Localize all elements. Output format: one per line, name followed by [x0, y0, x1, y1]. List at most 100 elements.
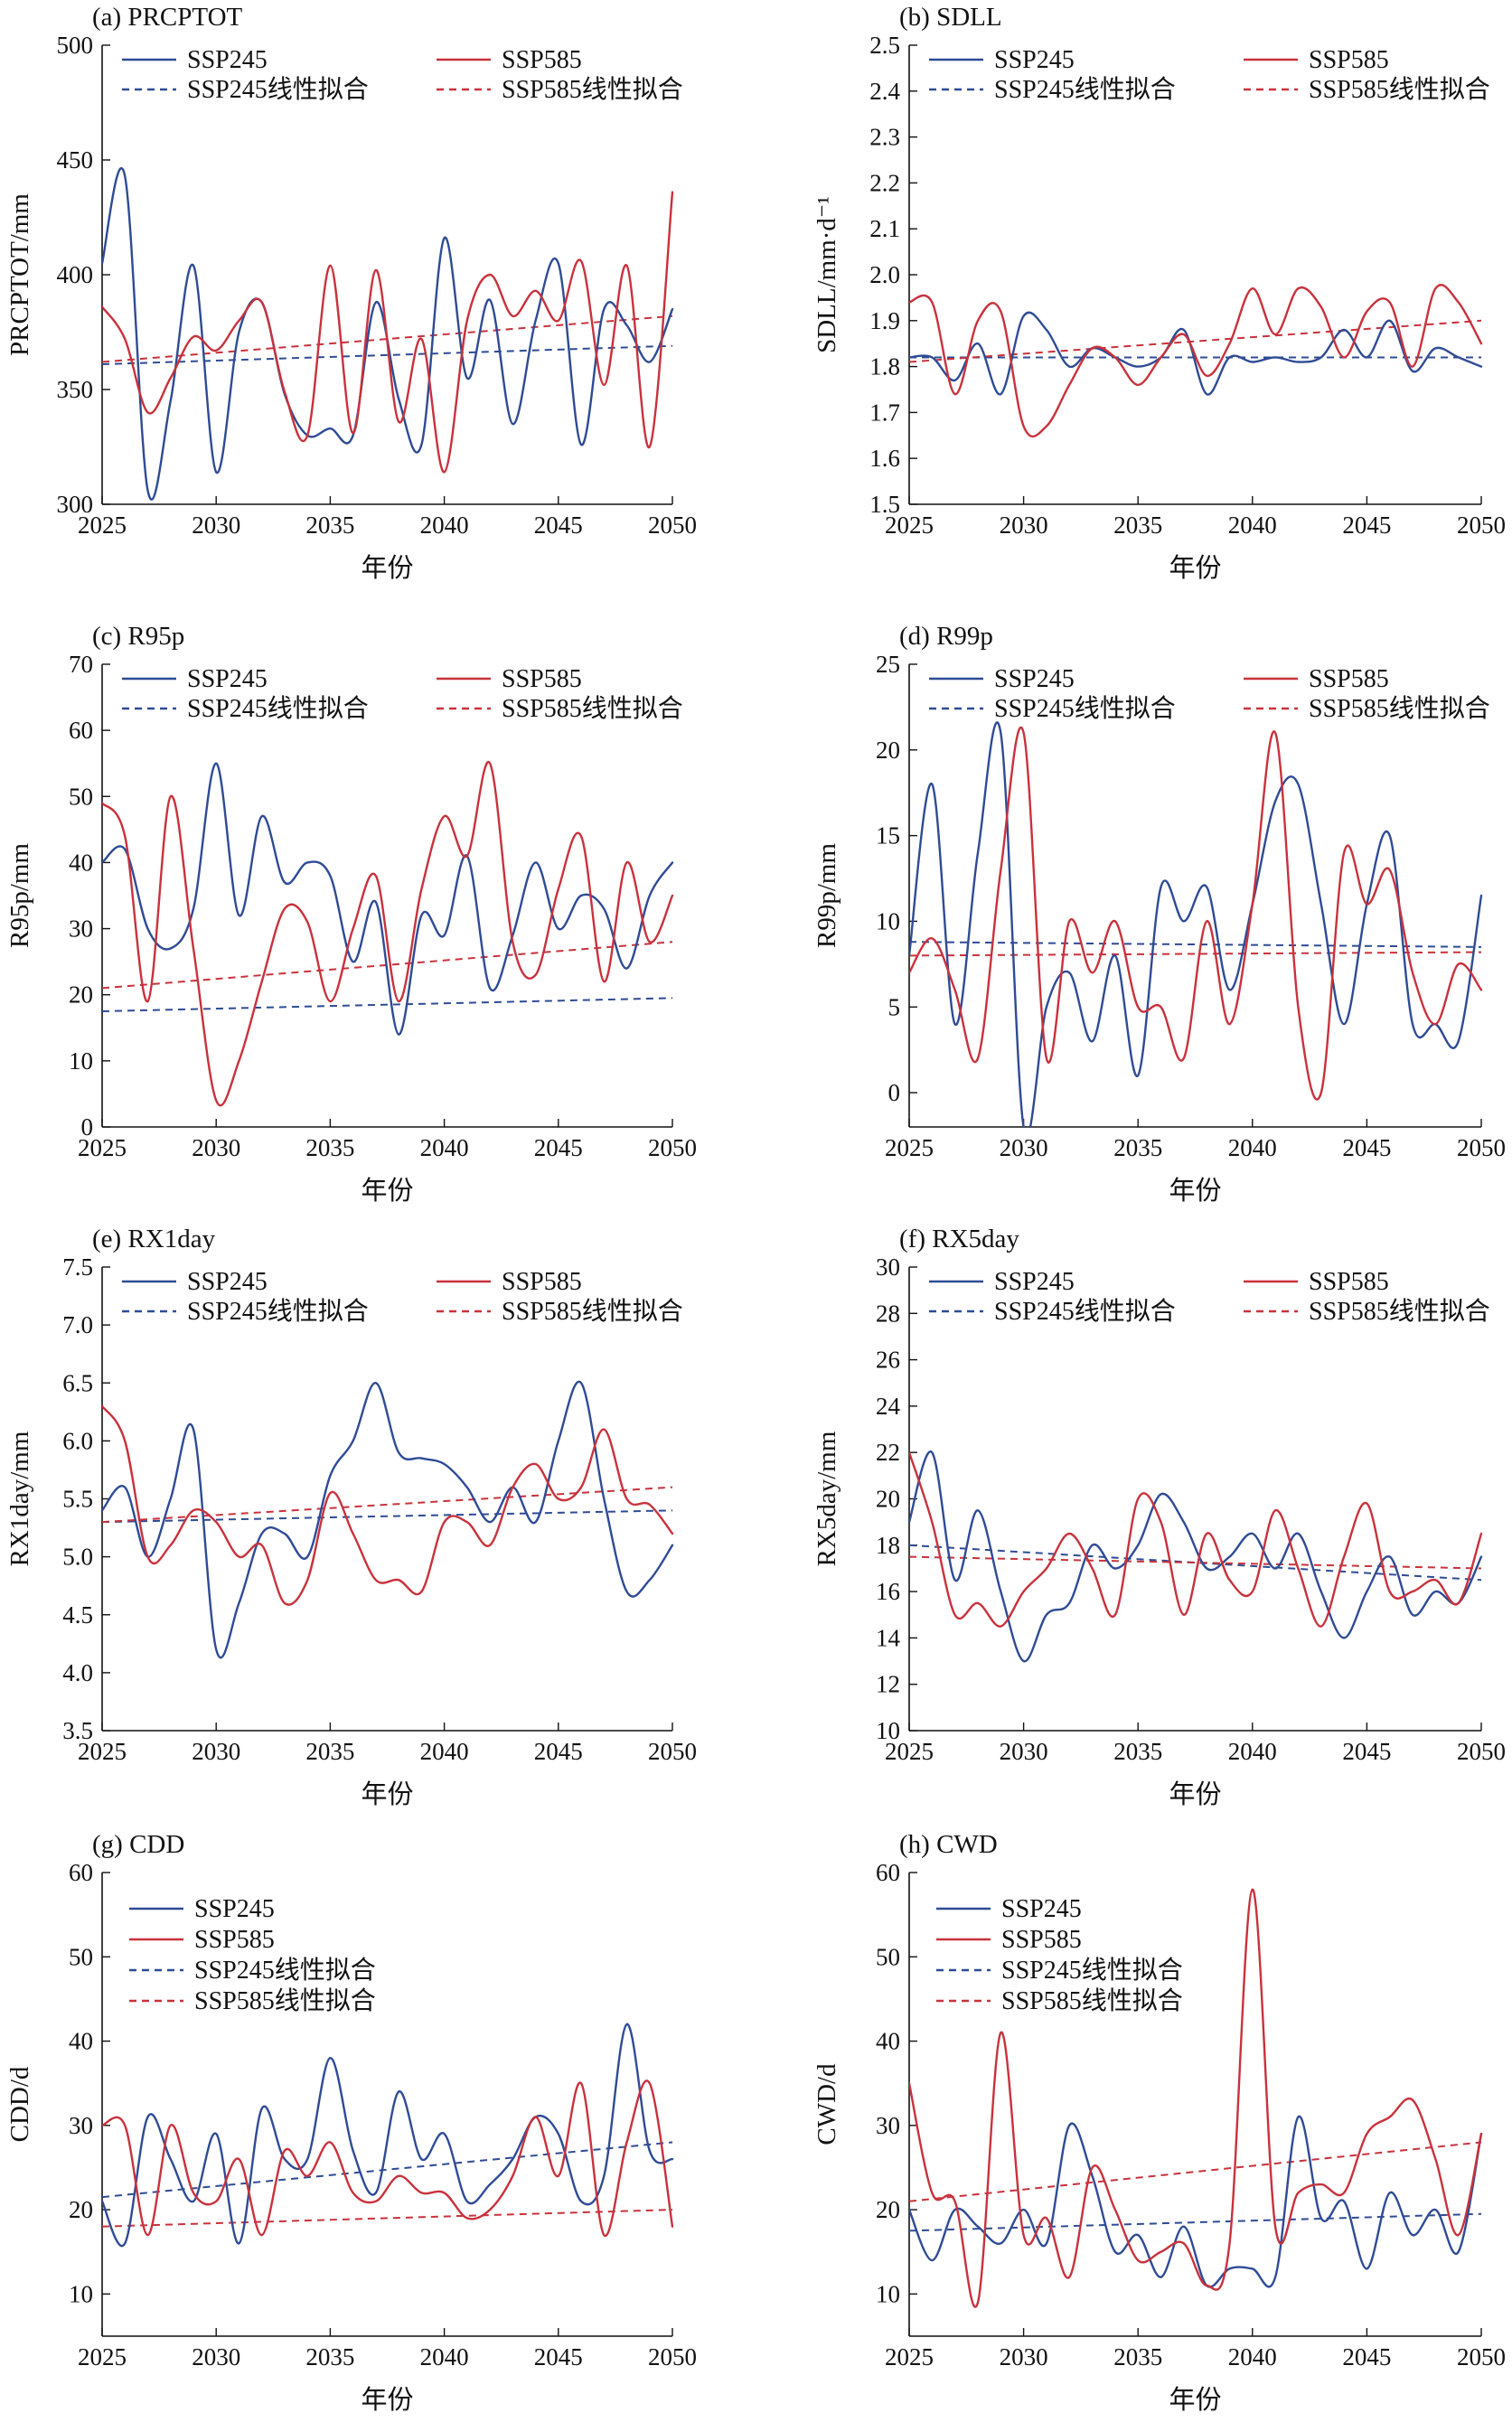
legend-label: SSP245 — [187, 1268, 268, 1296]
y-tick-label: 20 — [69, 2196, 93, 2223]
y-tick-label: 50 — [69, 783, 93, 810]
ssp245-series-line — [102, 1380, 674, 1659]
ssp245-trend-line — [102, 344, 673, 366]
x-tick-label: 2045 — [534, 1134, 583, 1161]
legend-label: SSP245线性拟合 — [194, 1956, 376, 1985]
y-tick-label: 10 — [69, 2280, 93, 2307]
y-tick-label: 20 — [69, 981, 93, 1009]
legend-label: SSP585 — [1309, 46, 1389, 74]
legend-label: SSP585线性拟合 — [1309, 694, 1490, 723]
y-tick-label: 300 — [57, 491, 94, 518]
y-tick-label: 7.0 — [62, 1311, 93, 1338]
y-tick-label: 26 — [876, 1347, 900, 1374]
legend-label: SSP585 — [1309, 1268, 1389, 1296]
y-tick-label: 2.0 — [869, 261, 900, 288]
y-tick-label: 1.7 — [869, 399, 900, 426]
panel-b: (b) SDLL 1.5 1.6 1.7 1.8 1.9 2.0 2.1 2.2 2.3 2.4 2.… — [812, 3, 1506, 583]
x-tick-label: 2035 — [305, 1738, 354, 1765]
y-tick-label: 60 — [69, 1859, 93, 1886]
x-tick-label: 2040 — [1228, 1738, 1277, 1765]
y-tick-label: 2.1 — [869, 215, 900, 242]
y-tick-label: 50 — [876, 1943, 900, 1970]
x-tick-label: 2050 — [648, 512, 697, 539]
legend-label: SSP585 — [1309, 665, 1389, 693]
y-tick-label: 40 — [69, 849, 93, 876]
legend-label: SSP245 — [994, 46, 1075, 74]
legend-label: SSP245线性拟合 — [994, 694, 1176, 723]
legend-label: SSP585线性拟合 — [1309, 75, 1490, 104]
y-tick-label: 10 — [876, 907, 900, 934]
legend-label: SSP245线性拟合 — [187, 1297, 369, 1326]
x-tick-label: 2030 — [1000, 2343, 1048, 2370]
y-tick-label: 7.5 — [62, 1253, 93, 1281]
ssp585-series-line — [909, 284, 1483, 438]
plot-area — [909, 1450, 1483, 1663]
x-tick-label: 2040 — [1228, 1134, 1277, 1161]
y-tick-label: 20 — [876, 737, 900, 764]
x-tick-label: 2035 — [305, 1134, 354, 1161]
ssp585-series-line — [909, 1451, 1483, 1628]
y-tick-label: 1.6 — [869, 445, 900, 472]
ssp245-trend-line — [102, 2141, 673, 2199]
y-axis-label: RX5day/mm — [812, 1431, 841, 1566]
y-tick-label: 20 — [876, 1486, 900, 1513]
y-tick-label: 25 — [876, 651, 900, 678]
legend-label: SSP245 — [1001, 1895, 1082, 1923]
legend-label: SSP245 — [187, 46, 268, 74]
x-tick-label: 2050 — [1457, 1134, 1506, 1161]
y-tick-label: 2.5 — [869, 32, 900, 59]
x-tick-label: 2035 — [1113, 1738, 1162, 1765]
x-tick-label: 2045 — [534, 1738, 583, 1765]
y-tick-label: 28 — [876, 1300, 900, 1327]
y-tick-label: 30 — [876, 2112, 900, 2139]
y-tick-label: 0 — [81, 1113, 94, 1141]
x-tick-label: 2040 — [1228, 512, 1277, 539]
y-axis-label: SDLL/mm·d⁻¹ — [812, 196, 841, 353]
ssp585-series-line — [102, 1404, 674, 1606]
y-tick-label: 24 — [876, 1393, 901, 1420]
x-tick-label: 2050 — [648, 1134, 697, 1161]
x-tick-label: 2030 — [192, 512, 240, 539]
x-tick-label: 2050 — [1457, 512, 1506, 539]
ssp245-trend-line — [909, 2212, 1482, 2232]
x-tick-label: 2030 — [1000, 1134, 1048, 1161]
x-tick-label: 2040 — [420, 1738, 469, 1765]
x-tick-label: 2050 — [1457, 1738, 1506, 1765]
x-tick-label: 2035 — [1113, 512, 1162, 539]
y-axis-label: RX1day/mm — [5, 1431, 34, 1566]
panel-a: (a) PRCPTOT 300 350 400 450 500 2025 2030 2035 20… — [5, 3, 697, 583]
plot-area — [909, 284, 1483, 438]
y-tick-label: 6.0 — [62, 1427, 93, 1454]
y-tick-label: 350 — [57, 376, 94, 403]
legend-label: SSP245 — [994, 1268, 1075, 1296]
y-tick-label: 450 — [57, 146, 94, 174]
ssp245-series-line — [909, 1450, 1483, 1663]
ssp245-series-line — [909, 721, 1483, 1127]
x-tick-label: 2045 — [534, 512, 583, 539]
y-tick-label: 30 — [876, 1253, 900, 1281]
axes: 1.5 1.6 1.7 1.8 1.9 2.0 2.1 2.2 2.3 2.4 2.5 2025 203… — [869, 32, 1506, 539]
y-tick-label: 60 — [876, 1859, 900, 1886]
plot-area — [102, 2023, 674, 2248]
x-axis-label: 年份 — [361, 553, 413, 583]
y-tick-label: 2.4 — [869, 78, 900, 105]
x-tick-label: 2025 — [885, 1134, 934, 1161]
x-tick-label: 2025 — [78, 2343, 127, 2370]
x-tick-label: 2030 — [192, 1738, 240, 1765]
legend-label: SSP585 — [1001, 1926, 1082, 1954]
axes: 10 12 14 16 18 20 22 24 26 28 30 2025 2030 2035 2040 20… — [876, 1253, 1506, 1765]
y-tick-label: 50 — [69, 1943, 93, 1970]
legend-label: SSP245线性拟合 — [1001, 1956, 1183, 1985]
ssp585-trend-line — [909, 2141, 1482, 2202]
x-tick-label: 2035 — [1113, 1134, 1162, 1161]
legend-label: SSP245线性拟合 — [187, 694, 369, 723]
y-tick-label: 1.8 — [869, 353, 900, 380]
y-tick-label: 14 — [876, 1624, 901, 1651]
